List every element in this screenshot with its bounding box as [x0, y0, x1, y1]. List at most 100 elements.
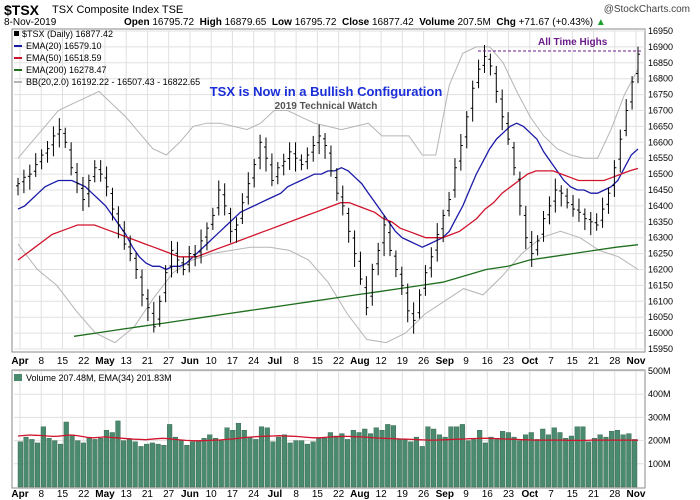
x-tick-label: 19	[397, 356, 409, 367]
ema-line-ema200	[73, 244, 639, 337]
volume-bar	[235, 423, 242, 488]
volume-bar	[75, 440, 81, 488]
volume-legend: Volume 207.48M, EMA(34) 201.83M	[14, 373, 172, 383]
price-tick-label: 16050	[648, 312, 673, 322]
x-tick-label: Aug	[350, 356, 369, 367]
volume-bar	[126, 439, 132, 488]
volume-bar	[609, 431, 615, 488]
volume-bar	[17, 441, 23, 488]
volume-bar	[477, 430, 483, 488]
volume-bar	[632, 439, 638, 488]
volume-bar	[115, 420, 121, 488]
volume-bar	[63, 421, 69, 488]
volume-x-tick-label: 7	[548, 489, 554, 500]
x-tick-label: 7	[548, 356, 554, 367]
price-tick-label: 16350	[648, 217, 673, 227]
price-legend: $TSX (Daily) 16877.42 EMA(20) 16579.10 E…	[14, 29, 200, 87]
x-tick-label: 15	[312, 356, 324, 367]
volume-bar	[471, 439, 477, 488]
ema-lines	[17, 122, 639, 337]
volume-bar	[109, 432, 115, 488]
volume-bar	[488, 436, 494, 488]
volume-x-tick-label: 22	[78, 489, 90, 500]
volume-bar	[557, 432, 563, 488]
x-tick-label: 21	[142, 356, 154, 367]
volume-x-tick-label: Nov	[627, 489, 646, 500]
legend-ema200: EMA(200) 16278.47	[26, 65, 107, 75]
volume-bar	[69, 434, 75, 488]
volume-bar	[574, 426, 580, 488]
volume-x-tick-label: 24	[248, 489, 260, 500]
volume-bar	[454, 426, 460, 488]
volume-bar	[264, 427, 270, 488]
volume-bar	[614, 430, 620, 488]
volume-bar	[276, 436, 282, 488]
volume-x-tick-label: May	[95, 489, 115, 500]
volume-x-tick-label: 27	[163, 489, 175, 500]
volume-bar	[626, 433, 632, 488]
x-tick-label: Sep	[436, 356, 454, 367]
volume-bar	[172, 436, 178, 488]
volume-bar	[362, 428, 368, 488]
volume-bar	[545, 434, 551, 488]
volume-bar	[327, 432, 333, 488]
volume-value: 207.5M	[457, 17, 491, 28]
volume-bar	[465, 440, 471, 488]
x-tick-label: Oct	[521, 356, 538, 367]
x-tick-label: 24	[248, 356, 260, 367]
volume-tick-label: 500M	[648, 366, 671, 376]
x-tick-label: May	[95, 356, 115, 367]
change-label: Chg	[496, 17, 516, 28]
volume-bar	[23, 436, 29, 488]
volume-bar	[195, 440, 201, 488]
volume-tick-label: 400M	[648, 389, 671, 399]
stockcharts-credit: @StockCharts.com	[603, 4, 690, 15]
volume-bar	[167, 424, 173, 488]
change-up-arrow-icon: ▲	[595, 17, 606, 28]
volume-bar	[299, 440, 305, 488]
x-tick-label: 16	[482, 356, 494, 367]
volume-bar	[304, 443, 310, 488]
volume-x-tick-label: 15	[567, 489, 579, 500]
volume-bar	[281, 434, 288, 488]
volume-x-tick-label: 21	[142, 489, 154, 500]
volume-x-tick-label: Aug	[350, 489, 369, 500]
volume-bar	[396, 439, 402, 488]
volume-bar	[425, 426, 431, 488]
x-tick-label: 28	[609, 356, 621, 367]
volume-bar	[517, 440, 523, 488]
volume-bar	[413, 436, 420, 488]
volume-bar	[339, 433, 345, 488]
volume-x-tick-label: Oct	[521, 489, 538, 500]
volume-bar	[155, 443, 161, 488]
volume-x-tick-label: 8	[38, 489, 44, 500]
volume-bar	[436, 434, 443, 488]
volume-bar	[293, 440, 299, 488]
all-time-high-label: All Time Highs	[538, 37, 608, 48]
volume-tick-label: 100M	[648, 459, 671, 469]
price-tick-label: 16750	[648, 90, 673, 100]
price-tick-label: 16950	[648, 26, 673, 36]
volume-bar	[121, 440, 127, 488]
x-tick-label: 23	[503, 356, 515, 367]
price-tick-label: 16700	[648, 106, 673, 116]
volume-bar	[230, 430, 236, 488]
volume-bar	[287, 442, 293, 488]
quote-date: 8-Nov-2019	[4, 17, 57, 28]
volume-bar	[528, 432, 534, 488]
volume-bar	[253, 439, 259, 488]
volume-x-tick-label: Jul	[268, 489, 283, 500]
volume-bar	[591, 438, 597, 488]
volume-bar	[241, 430, 247, 488]
volume-x-tick-label: 21	[588, 489, 600, 500]
x-tick-label: 8	[38, 356, 44, 367]
volume-bar	[103, 430, 109, 488]
volume-bar	[459, 424, 465, 488]
volume-bar	[144, 443, 150, 488]
volume-bar	[149, 442, 155, 488]
x-tick-label: 12	[376, 356, 388, 367]
volume-bar	[40, 426, 46, 488]
volume-bar	[316, 438, 322, 488]
volume-bar	[270, 441, 276, 488]
